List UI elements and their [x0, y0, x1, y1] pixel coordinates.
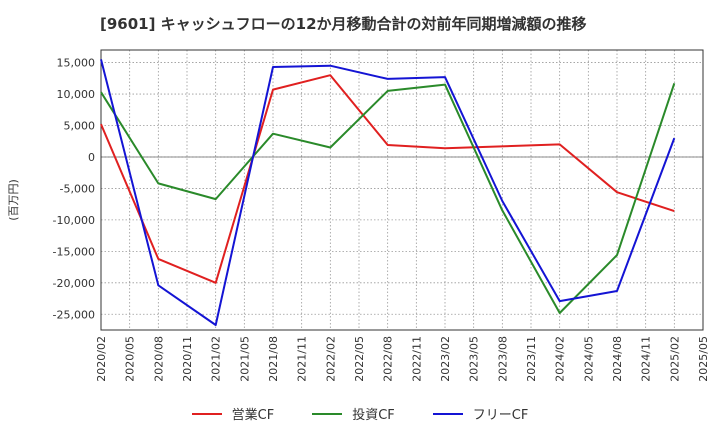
x-tick-label: 2023/08 — [496, 336, 509, 382]
legend-label: フリーCF — [472, 408, 529, 423]
y-tick-label: 0 — [88, 151, 95, 164]
x-tick-label: 2023/02 — [439, 336, 452, 382]
x-tick-label: 2024/02 — [554, 336, 567, 382]
legend-label: 営業CF — [231, 408, 275, 423]
x-tick-label: 2021/11 — [296, 336, 309, 382]
series-line — [100, 59, 676, 326]
x-tick-label: 2022/08 — [382, 336, 395, 382]
y-tick-label: -20,000 — [53, 277, 95, 290]
x-tick-label: 2024/08 — [611, 336, 624, 382]
x-tick-label: 2022/02 — [324, 336, 337, 382]
x-tick-label: 2021/05 — [238, 336, 251, 382]
x-tick-label: 2022/05 — [353, 336, 366, 382]
y-axis-label: (百万円) — [7, 179, 20, 221]
y-tick-label: 15,000 — [57, 57, 96, 70]
legend-swatch — [191, 412, 222, 415]
x-tick-label: 2023/05 — [468, 336, 481, 382]
y-tick-label: -5,000 — [60, 182, 95, 195]
y-tick-label: 10,000 — [57, 88, 96, 101]
x-tick-label: 2024/11 — [640, 336, 653, 382]
x-tick-label: 2023/11 — [525, 336, 538, 382]
legend: 営業CF 投資CF フリーCF — [0, 404, 720, 423]
series-line — [100, 82, 676, 314]
chart-title: [9601] キャッシュフローの12か月移動合計の対前年同期増減額の推移 — [100, 15, 587, 33]
y-tick-label: -25,000 — [53, 308, 95, 321]
x-tick-label: 2022/11 — [410, 336, 423, 382]
plot-area — [101, 50, 703, 330]
x-tick-label: 2020/08 — [152, 336, 165, 382]
y-tick-label: -15,000 — [53, 245, 95, 258]
x-tick-label: 2020/02 — [95, 336, 108, 382]
x-tick-label: 2021/08 — [267, 336, 280, 382]
y-tick-label: 5,000 — [64, 120, 96, 133]
x-tick-label: 2024/05 — [582, 336, 595, 382]
legend-item: 営業CF — [191, 404, 275, 423]
legend-label: 投資CF — [352, 408, 395, 423]
legend-swatch — [432, 412, 463, 415]
legend-item: 投資CF — [312, 404, 395, 423]
legend-swatch — [312, 412, 343, 415]
legend-item: フリーCF — [432, 404, 529, 423]
plot-frame — [100, 49, 704, 331]
x-tick-label: 2020/05 — [124, 336, 137, 382]
y-tick-label: -10,000 — [53, 214, 95, 227]
x-tick-label: 2025/02 — [668, 336, 681, 382]
x-tick-label: 2020/11 — [181, 336, 194, 382]
x-tick-label: 2021/02 — [210, 336, 223, 382]
x-tick-label: 2025/05 — [697, 336, 710, 382]
series-line — [100, 74, 675, 284]
